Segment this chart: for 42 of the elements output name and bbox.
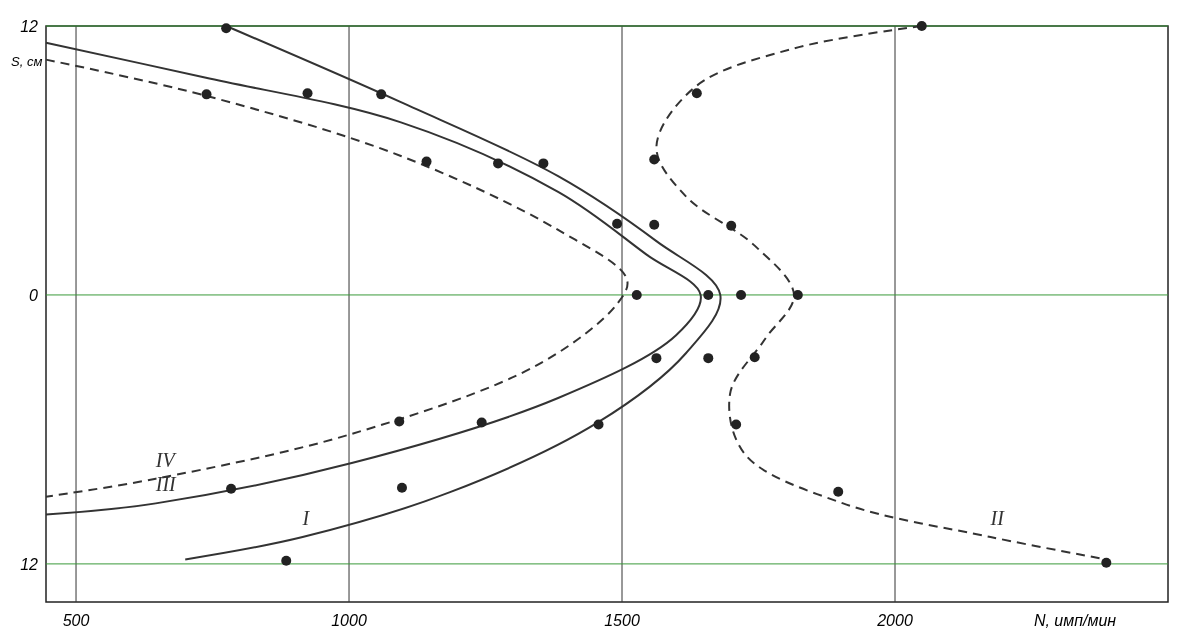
point [792,289,803,300]
point [691,88,702,99]
x-tick-label: 1500 [604,612,640,629]
series-label: III [154,473,178,496]
point [593,419,604,430]
point [421,156,432,167]
x-axis-title: N, имп/мин [1033,612,1117,629]
point [394,416,405,427]
y-tick-label: 12 [20,18,39,35]
x-tick-label: 1000 [331,612,367,629]
point [538,158,549,169]
point [703,289,714,300]
point [749,352,760,363]
point [703,353,714,364]
point [916,21,927,31]
x-tick-label: 2000 [876,612,913,629]
point [201,89,212,100]
point [651,353,662,364]
point [493,158,504,169]
series-label: II [989,507,1006,529]
y-tick-label: 0 [29,286,39,304]
point [612,218,623,229]
series-label: IV [154,448,178,471]
point [631,289,642,300]
y-axis-title: S, см [11,54,43,69]
point [731,419,742,430]
point [833,486,844,497]
y-tick-label: 12 [20,555,39,573]
point [302,88,313,99]
point [649,154,660,165]
point [376,89,387,100]
point [1101,557,1112,568]
point [226,483,237,494]
point [649,219,660,230]
point [221,23,232,34]
x-tick-label: 500 [62,612,90,629]
point [476,417,487,428]
point [396,482,407,493]
point [726,220,737,231]
point [736,289,747,300]
series-label: I [301,507,311,529]
point [281,555,292,566]
